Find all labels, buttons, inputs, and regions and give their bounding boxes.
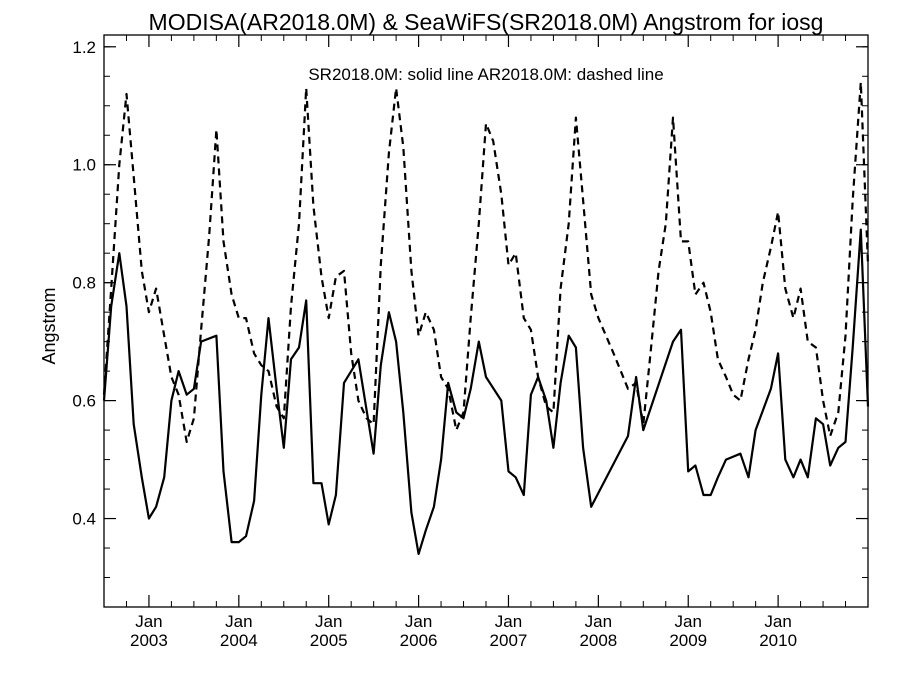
chart-title: MODISA(AR2018.0M) & SeaWiFS(SR2018.0M) A… [149,9,824,35]
x-tick-year-label: 2003 [130,631,168,650]
plot-frame [103,34,869,608]
x-tick-year-label: 2004 [220,631,258,650]
x-tick-year-label: 2010 [759,631,797,650]
y-tick-label: 1.0 [72,156,96,175]
y-axis-label: Angstrom [39,287,59,364]
x-tick-month-label: Jan [675,612,702,631]
x-tick-year-label: 2008 [579,631,617,650]
x-tick-year-label: 2005 [310,631,348,650]
x-tick-month-label: Jan [495,612,522,631]
x-tick-month-label: Jan [225,612,252,631]
series-line-sr2018-0m [102,228,870,556]
x-tick-month-label: Jan [315,612,342,631]
plot-area: 0.40.60.81.01.2Jan2003Jan2004Jan2005Jan2… [72,34,870,650]
x-tick-month-label: Jan [135,612,162,631]
x-tick-month-label: Jan [764,612,791,631]
x-tick-year-label: 2006 [400,631,438,650]
series-line-ar2018-0m [102,81,870,443]
y-tick-label: 0.6 [72,392,96,411]
chart-subtitle: SR2018.0M: solid line AR2018.0M: dashed … [308,65,663,84]
x-tick-year-label: 2009 [669,631,707,650]
x-tick-month-label: Jan [585,612,612,631]
y-tick-label: 0.4 [72,510,96,529]
y-tick-label: 1.2 [72,38,96,57]
x-tick-year-label: 2007 [490,631,528,650]
x-tick-month-label: Jan [405,612,432,631]
y-tick-label: 0.8 [72,274,96,293]
